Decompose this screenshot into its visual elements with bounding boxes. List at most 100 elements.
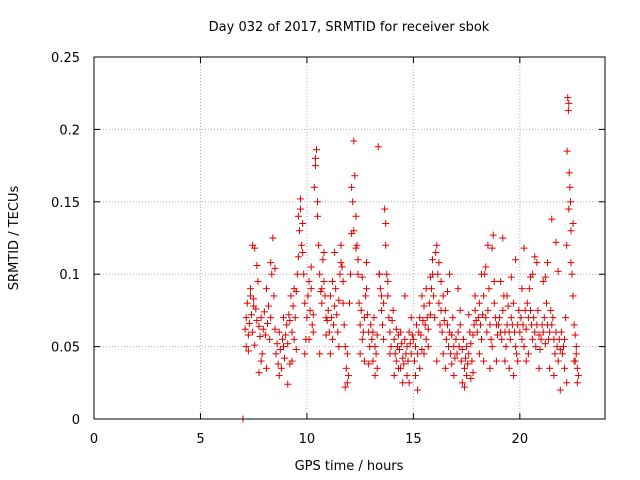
data-point: [364, 311, 372, 319]
data-point: [416, 364, 424, 372]
data-point: [458, 379, 466, 387]
data-point: [348, 183, 356, 191]
data-point: [246, 285, 254, 293]
data-point: [499, 234, 507, 242]
data-point: [327, 314, 335, 322]
data-point: [281, 354, 289, 362]
data-point: [512, 256, 520, 264]
data-point: [495, 321, 503, 329]
data-point: [403, 343, 411, 351]
x-axis-label: GPS time / hours: [295, 459, 404, 474]
data-point: [360, 357, 368, 365]
data-point: [245, 319, 253, 327]
data-point: [310, 183, 318, 191]
data-point: [330, 321, 338, 329]
data-point: [479, 311, 487, 319]
data-point: [293, 270, 301, 278]
data-point: [254, 277, 262, 285]
data-point: [517, 314, 525, 322]
data-point: [315, 241, 323, 249]
data-point: [400, 360, 408, 368]
data-point: [387, 343, 395, 351]
data-point: [320, 277, 328, 285]
data-point: [557, 328, 565, 336]
data-point: [487, 335, 495, 343]
data-point: [466, 328, 474, 336]
data-point: [326, 350, 334, 358]
data-point: [328, 277, 336, 285]
data-point: [551, 350, 559, 358]
data-point: [269, 234, 277, 242]
y-tick-label: 0.05: [51, 341, 80, 356]
data-point: [550, 372, 558, 380]
data-point: [567, 198, 575, 206]
data-point: [334, 328, 342, 336]
data-point: [331, 302, 339, 310]
data-point: [407, 350, 415, 358]
data-point: [465, 350, 473, 358]
data-point: [376, 285, 384, 293]
data-point: [305, 277, 313, 285]
data-point: [567, 227, 575, 235]
data-point: [430, 292, 438, 300]
data-point: [438, 328, 446, 336]
data-point: [474, 314, 482, 322]
data-point: [531, 328, 539, 336]
data-point: [433, 357, 441, 365]
data-point: [563, 147, 571, 155]
data-point: [488, 343, 496, 351]
data-point: [373, 364, 381, 372]
data-point: [260, 308, 268, 316]
data-point: [556, 345, 564, 353]
data-point: [386, 328, 394, 336]
data-point: [498, 335, 506, 343]
data-point: [391, 350, 399, 358]
data-point: [469, 331, 477, 339]
data-point: [340, 321, 348, 329]
data-point: [522, 325, 530, 333]
data-point: [412, 343, 420, 351]
data-point: [335, 343, 343, 351]
data-point: [563, 241, 571, 249]
data-point: [572, 343, 580, 351]
data-point: [316, 350, 324, 358]
data-point: [335, 296, 343, 304]
data-point: [467, 374, 475, 382]
data-point: [571, 331, 579, 339]
data-point: [564, 107, 572, 115]
data-point: [515, 306, 523, 314]
data-point: [471, 306, 479, 314]
data-point: [407, 314, 415, 322]
data-point: [570, 321, 578, 329]
data-point: [369, 328, 377, 336]
data-point: [390, 335, 398, 343]
data-point: [429, 256, 437, 264]
data-point: [492, 357, 500, 365]
data-point: [569, 220, 577, 228]
data-point: [311, 162, 319, 170]
data-point: [426, 311, 434, 319]
data-point: [341, 343, 349, 351]
data-point: [475, 299, 483, 307]
data-point: [325, 328, 333, 336]
data-point: [270, 292, 278, 300]
data-point: [480, 292, 488, 300]
data-point: [337, 241, 345, 249]
data-point: [354, 256, 362, 264]
data-point: [396, 345, 404, 353]
data-point: [261, 331, 269, 339]
plot-frame: [93, 56, 606, 420]
data-point: [486, 364, 494, 372]
data-point: [342, 364, 350, 372]
data-point: [464, 360, 472, 368]
data-point: [398, 340, 406, 348]
y-axis-ticks: 0 0.05 0.1 0.15 0.2 0.25: [51, 51, 605, 428]
data-point: [244, 347, 252, 355]
data-point: [478, 335, 486, 343]
y-tick-label: 0: [72, 413, 80, 428]
data-point: [284, 340, 292, 348]
data-point: [257, 357, 265, 365]
data-point: [253, 262, 261, 270]
data-point: [264, 319, 272, 327]
